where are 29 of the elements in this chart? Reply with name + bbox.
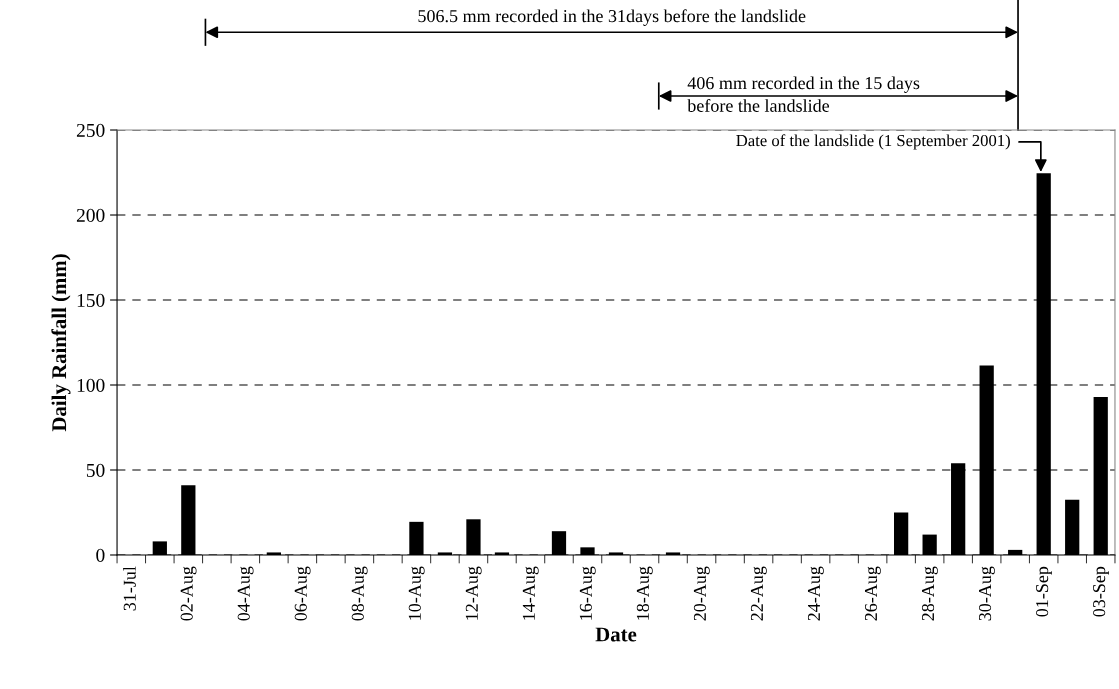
x-tick-label: 26-Aug bbox=[864, 566, 881, 621]
annotation: Date of the landslide (1 September 2001) bbox=[736, 134, 1010, 150]
x-tick-label: 30-Aug bbox=[978, 566, 995, 621]
x-tick-label: 08-Aug bbox=[351, 566, 368, 621]
x-tick-label: 16-Aug bbox=[579, 566, 596, 620]
text: 506.5 mm recorded in the 31days before the landslide bbox=[418, 9, 806, 26]
x-tick-label: 02-Aug bbox=[180, 566, 197, 621]
x-tick-label: 28-Aug bbox=[921, 566, 938, 621]
y-tick-label: 250 bbox=[76, 123, 105, 137]
y-axis-title: Daily Rainfall (mm) bbox=[51, 254, 71, 432]
text: 406 mm recorded in the 15 days before the landslide bbox=[687, 76, 920, 112]
x-axis-title: Date bbox=[595, 627, 637, 642]
y-tick-label: 100 bbox=[77, 378, 105, 392]
x-tick-label: 31-Jul bbox=[123, 566, 136, 611]
y-tick-label: 0 bbox=[96, 548, 105, 562]
x-tick-label: 12-Aug bbox=[465, 566, 482, 620]
x-tick-label: 22-Aug bbox=[750, 566, 767, 621]
x-tick-label: 01-Sep bbox=[1036, 566, 1052, 617]
x-tick-label: 24-Aug bbox=[807, 566, 824, 621]
x-tick-label: 03-Sep bbox=[1093, 566, 1109, 617]
y-tick-label: 50 bbox=[86, 463, 105, 477]
x-tick-label: 04-Aug bbox=[237, 566, 254, 621]
x-tick-label: 06-Aug bbox=[294, 566, 311, 621]
x-tick-label: 20-Aug bbox=[693, 566, 710, 621]
x-tick-label: 18-Aug bbox=[636, 566, 653, 620]
x-tick-label: 14-Aug bbox=[522, 566, 539, 620]
y-tick-label: 200 bbox=[76, 208, 105, 222]
y-tick-label: 150 bbox=[77, 293, 105, 307]
x-tick-label: 10-Aug bbox=[408, 566, 425, 620]
